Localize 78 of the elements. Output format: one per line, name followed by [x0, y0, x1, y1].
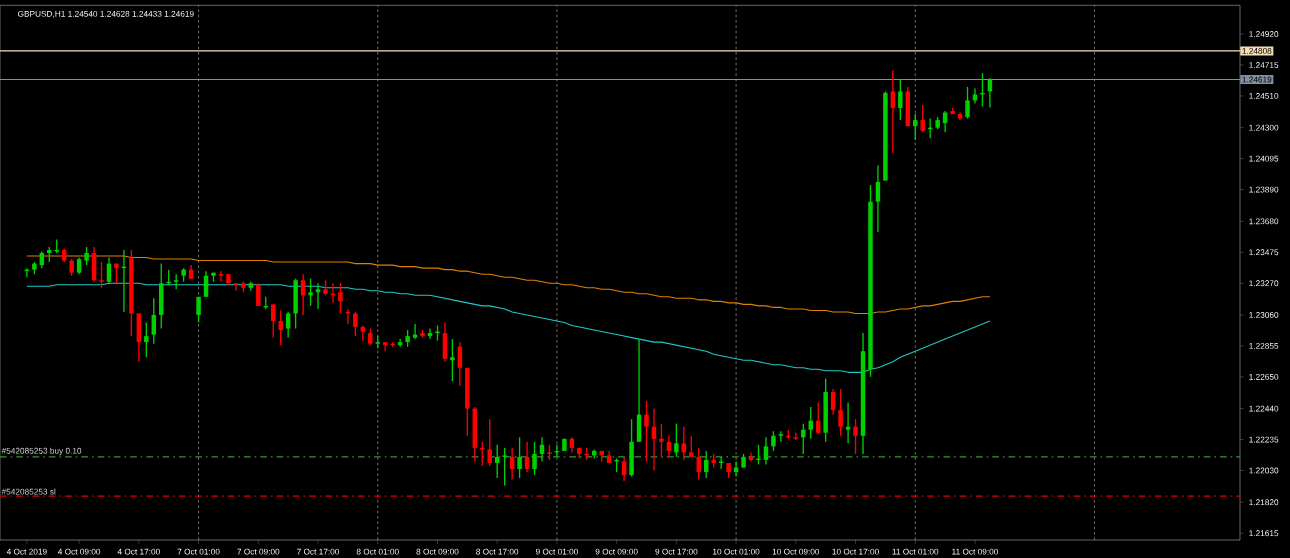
candlestick — [502, 447, 507, 487]
candlestick — [778, 430, 784, 443]
candlestick — [920, 104, 925, 133]
candlestick — [801, 423, 806, 455]
candlestick — [644, 400, 649, 463]
candlestick — [517, 436, 522, 479]
y-tick-label: 1.23060 — [1249, 312, 1279, 318]
x-tick-label: 4 Oct 17:00 — [117, 548, 160, 555]
candlestick — [151, 297, 157, 345]
x-tick-label: 7 Oct 09:00 — [237, 548, 280, 555]
y-tick-label: 1.24300 — [1249, 124, 1279, 131]
candlestick — [890, 69, 896, 155]
candlestick — [338, 282, 343, 315]
candlestick — [196, 296, 201, 324]
x-tick-label: 7 Oct 01:00 — [177, 548, 220, 555]
x-tick-label: 4 Oct 2019 — [6, 548, 47, 555]
x-tick-label: 10 Oct 17:00 — [832, 548, 879, 555]
x-tick-label: 4 Oct 09:00 — [57, 548, 101, 555]
y-tick-label: 1.23475 — [1249, 249, 1279, 256]
candlestick — [965, 86, 970, 120]
y-tick-label: 1.22855 — [1249, 342, 1279, 349]
candlestick — [278, 309, 283, 346]
candlestick — [233, 282, 239, 292]
y-tick-label: 1.24715 — [1249, 62, 1279, 68]
y-tick-label: 1.22030 — [1249, 467, 1279, 474]
x-tick-label: 7 Oct 17:00 — [297, 548, 340, 555]
candlestick — [218, 270, 224, 283]
candlestick — [718, 456, 724, 470]
x-tick-label: 9 Oct 17:00 — [655, 548, 698, 555]
ref-line-label: 1.24808 — [1242, 48, 1272, 54]
x-tick-label: 9 Oct 09:00 — [595, 548, 638, 555]
x-tick-label: 10 Oct 09:00 — [772, 548, 820, 555]
candlestick — [913, 113, 918, 141]
x-tick-label: 8 Oct 17:00 — [476, 548, 519, 555]
text: GBPUSD,H1 1.24540 1.24628 1.24433 1.24619 — [18, 10, 194, 18]
candlestick — [450, 338, 455, 383]
candlestick — [256, 282, 261, 307]
candlestick — [144, 321, 149, 358]
candlestick — [99, 261, 104, 289]
candlestick — [987, 77, 993, 109]
ref-line-label: #542085253 buy 0.10 — [1, 447, 82, 456]
candlestick — [875, 164, 881, 233]
y-tick-label: 1.22650 — [1249, 373, 1279, 380]
y-tick-label: 1.24510 — [1249, 93, 1279, 99]
candlestick — [898, 78, 903, 121]
candlestick — [756, 444, 761, 466]
candlestick — [689, 435, 694, 458]
x-tick-label: 9 Oct 01:00 — [535, 548, 578, 555]
y-tick-label: 1.23890 — [1249, 186, 1279, 193]
y-tick-label: 1.21615 — [1249, 530, 1279, 537]
x-tick-label: 11 Oct 09:00 — [952, 548, 999, 555]
candlestick — [674, 423, 679, 458]
candlestick — [532, 441, 537, 476]
y-tick-label: 1.22235 — [1249, 436, 1279, 443]
ref-line-label: 1.24619 — [1242, 76, 1272, 83]
candlestick — [308, 278, 313, 307]
candlestick — [659, 423, 664, 458]
candlestick — [285, 311, 291, 339]
y-tick-label: 1.24095 — [1249, 155, 1279, 162]
candlestick — [771, 430, 776, 452]
candlestick — [838, 388, 843, 437]
x-tick-label: 11 Oct 01:00 — [892, 548, 939, 555]
candlestick — [763, 436, 769, 466]
y-tick-label: 1.23270 — [1249, 280, 1279, 287]
candlestick — [271, 303, 276, 339]
y-tick-label: 1.22440 — [1249, 405, 1279, 412]
candlestick — [487, 418, 492, 467]
y-tick-label: 1.23680 — [1249, 218, 1279, 225]
candlestick — [353, 311, 358, 337]
y-tick-label: 1.21820 — [1249, 499, 1279, 506]
y-tick-label: 1.24920 — [1249, 31, 1279, 37]
x-tick-label: 8 Oct 09:00 — [416, 548, 459, 555]
ref-line-label: #542085253 sl — [1, 488, 56, 495]
candlestick — [84, 246, 89, 266]
candlestick — [621, 456, 627, 482]
x-tick-label: 10 Oct 01:00 — [713, 548, 760, 555]
candlestick — [853, 418, 858, 455]
x-tick-label: 8 Oct 01:00 — [356, 548, 399, 555]
